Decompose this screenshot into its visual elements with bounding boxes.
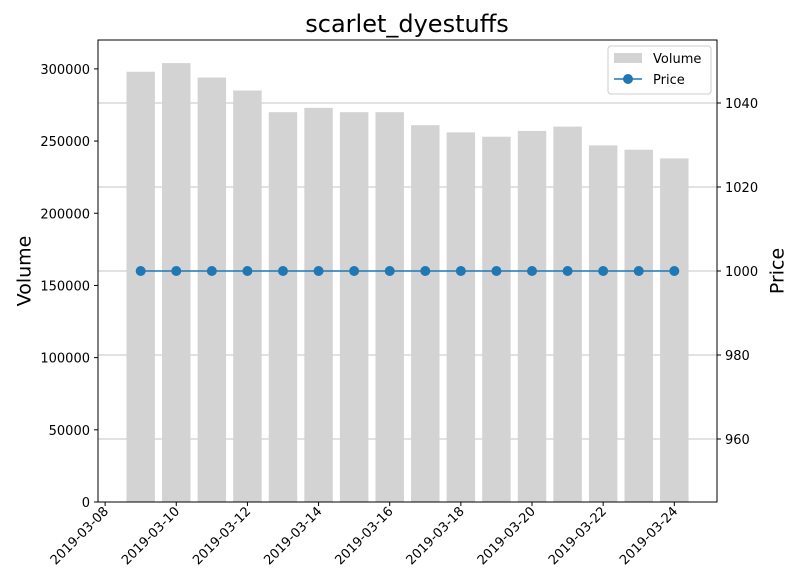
volume-bar — [375, 112, 404, 502]
price-point — [527, 266, 538, 276]
right-tick-label: 1020 — [725, 181, 758, 196]
legend-price-marker — [623, 74, 633, 84]
volume-bar — [339, 112, 369, 502]
price-point — [313, 266, 324, 276]
price-point — [135, 266, 146, 276]
volume-bar — [304, 107, 333, 502]
volume-bar — [517, 130, 547, 503]
volume-bar — [588, 145, 618, 503]
volume-bars — [126, 63, 689, 503]
price-point — [420, 266, 431, 276]
price-point — [491, 266, 502, 276]
volume-bar — [482, 136, 511, 502]
volume-bar — [660, 158, 689, 502]
right-tick-label: 1000 — [725, 265, 758, 280]
left-tick-label: 200000 — [40, 207, 90, 222]
right-y-axis: 960 980 1000 1020 1040 — [717, 97, 758, 448]
legend-volume-swatch — [614, 53, 642, 63]
right-tick-label: 960 — [725, 433, 750, 448]
price-point — [277, 266, 288, 276]
volume-bar — [624, 149, 653, 502]
price-point — [562, 266, 573, 276]
price-point — [669, 266, 680, 276]
volume-bar — [162, 63, 191, 502]
right-axis-label: Price — [767, 248, 789, 294]
price-point — [633, 266, 644, 276]
right-tick-label: 980 — [725, 349, 750, 364]
legend: Volume Price — [607, 45, 712, 95]
price-point — [171, 266, 182, 276]
volume-bar — [446, 132, 476, 502]
price-point — [242, 266, 253, 276]
volume-bar — [197, 77, 227, 502]
left-y-axis: 0 50000 100000 150000 200000 250000 300000 — [40, 63, 98, 511]
left-tick-label: 50000 — [49, 424, 90, 439]
price-point — [384, 266, 395, 276]
volume-bar — [553, 126, 582, 502]
price-point — [455, 266, 466, 276]
volume-bar — [126, 71, 155, 502]
price-point — [598, 266, 609, 276]
chart-title: scarlet_dyestuffs — [305, 10, 508, 38]
legend-volume-label: Volume — [653, 52, 701, 67]
legend-price-label: Price — [653, 73, 685, 88]
volume-bar — [233, 90, 262, 502]
volume-bar — [268, 112, 298, 502]
left-tick-label: 150000 — [40, 279, 90, 294]
volume-bar — [411, 125, 440, 503]
left-tick-label: 250000 — [40, 135, 90, 150]
price-point — [349, 266, 360, 276]
left-axis-label: Volume — [14, 236, 36, 307]
price-line-series — [135, 266, 680, 276]
right-tick-label: 1040 — [725, 97, 758, 112]
price-point — [206, 266, 217, 276]
left-tick-label: 100000 — [40, 352, 90, 367]
left-tick-label: 0 — [82, 496, 90, 511]
left-tick-label: 300000 — [40, 63, 90, 78]
